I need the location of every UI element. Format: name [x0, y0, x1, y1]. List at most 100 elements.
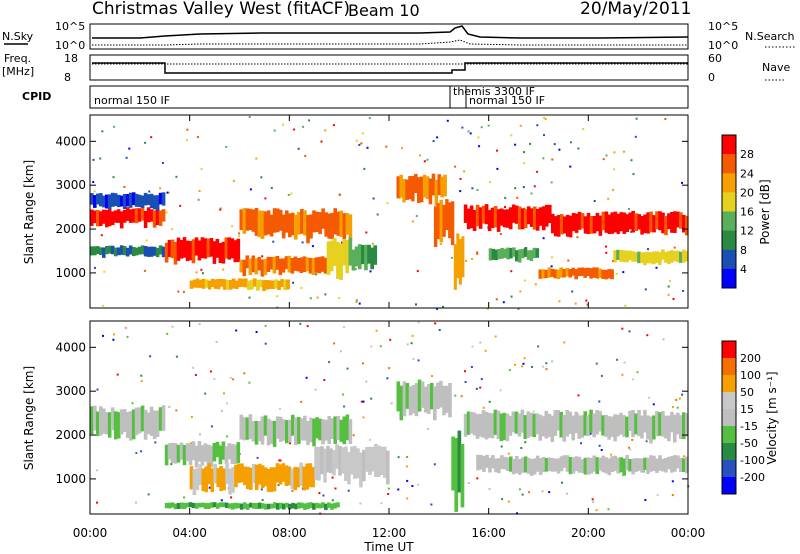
power-echo-cell [245, 255, 250, 269]
power-speckle [100, 234, 103, 237]
power-echo-cell [93, 210, 97, 224]
velocity-echo-cell [661, 458, 665, 472]
velocity-echo-cell [509, 456, 513, 472]
power-echo-cell [303, 210, 307, 236]
power-speckle [302, 125, 305, 128]
power-echo-cell [330, 212, 334, 240]
velocity-echo-cell [231, 467, 235, 493]
figure-title: Christmas Valley West (fitACF) [92, 0, 350, 19]
power-echo-cell [254, 258, 259, 275]
power-echo-cell [445, 199, 449, 231]
power-echo-cell [131, 208, 136, 223]
power-speckle [179, 204, 182, 207]
velocity-echo-cell [227, 443, 232, 460]
velocity-echo-region [189, 462, 315, 496]
power-echo-cell [502, 209, 507, 228]
velocity-speckle [616, 358, 619, 361]
velocity-echo-cell [206, 503, 211, 509]
velocity-echo-cell [201, 468, 206, 492]
power-echo-cell [90, 209, 94, 226]
power-echo-cell [610, 269, 614, 280]
power-echo-cell [562, 269, 566, 278]
velocity-speckle [218, 444, 221, 447]
velocity-echo-cell [240, 463, 244, 483]
velocity-echo-cell [577, 415, 581, 439]
power-speckle [471, 257, 473, 260]
power-echo-cell [128, 209, 133, 223]
velocity-echo-cell [155, 410, 160, 437]
nave-tick-top: 60 [708, 52, 722, 65]
power-echo-cell [125, 247, 130, 257]
power-echo-cell [667, 251, 671, 264]
power-echo-cell [90, 246, 94, 256]
velocity-echo-cell [529, 458, 534, 476]
power-echo-cell [173, 241, 178, 265]
velocity-speckle [264, 324, 267, 327]
velocity-speckle [522, 362, 525, 365]
power-echo-cell [448, 202, 452, 239]
power-echo-cell [272, 256, 277, 274]
power-speckle [664, 118, 667, 120]
velocity-speckle [406, 343, 409, 346]
velocity-speckle [607, 508, 610, 511]
velocity-speckle [96, 388, 99, 391]
power-speckle [471, 187, 474, 190]
velocity-echo-cell [293, 466, 298, 491]
velocity-echo-cell [476, 454, 480, 471]
power-echo-cell [99, 247, 103, 255]
velocity-echo-cell [374, 444, 378, 477]
velocity-echo-cell [336, 502, 340, 508]
velocity-echo-cell [479, 455, 483, 470]
velocity-echo-cell [634, 458, 638, 472]
velocity-echo-cell [308, 463, 312, 488]
velocity-speckle [175, 409, 178, 412]
power-speckle [439, 242, 442, 245]
velocity-speckle [524, 441, 527, 444]
velocity-echo-cell [170, 502, 175, 508]
power-echo-cell [583, 216, 588, 234]
velocity-echo-cell [125, 412, 130, 438]
power-speckle [672, 298, 675, 300]
velocity-echo-cell [496, 410, 501, 439]
velocity-echo-cell [580, 415, 584, 438]
power-speckle [635, 117, 638, 120]
power-speckle [558, 300, 561, 303]
power-speckle [365, 231, 368, 234]
power-speckle [150, 136, 153, 139]
velocity-echo-cell [559, 456, 564, 472]
velocity-echo-cell [294, 503, 298, 510]
velocity-speckle [528, 491, 531, 494]
velocity-speckle [678, 397, 681, 400]
velocity-echo-cell [380, 446, 384, 475]
velocity-echo-cell [176, 503, 181, 509]
velocity-speckle [255, 331, 258, 333]
nsearch-trace [92, 39, 688, 46]
velocity-echo-cell [251, 420, 256, 442]
power-echo-cell [152, 246, 157, 256]
power-speckle [516, 196, 519, 199]
power-echo-cell [682, 249, 686, 263]
power-speckle [593, 200, 596, 202]
power-echo-cell [568, 215, 573, 238]
power-echo-cell [655, 211, 659, 230]
power-speckle [369, 270, 372, 273]
velocity-echo-cell [300, 418, 304, 441]
power-echo-cell [631, 251, 635, 262]
power-echo-cell [216, 279, 221, 290]
power-echo-cell [547, 267, 552, 278]
velocity-echo-cell [233, 502, 238, 509]
power-echo-cell [152, 195, 157, 210]
power-echo-cell [272, 208, 277, 233]
velocity-echo-cell [610, 416, 614, 437]
power-echo-cell [511, 204, 516, 223]
power-speckle [145, 239, 148, 242]
velocity-echo-cell [305, 463, 309, 490]
velocity-echo-cell [616, 414, 620, 437]
velocity-speckle [580, 442, 582, 445]
power-echo-cell [658, 252, 662, 266]
power-speckle [361, 132, 364, 135]
power-echo-cell [458, 239, 462, 285]
velocity-echo-cell [185, 502, 190, 508]
power-echo-cell [203, 238, 208, 259]
velocity-echo-cell [466, 411, 471, 435]
